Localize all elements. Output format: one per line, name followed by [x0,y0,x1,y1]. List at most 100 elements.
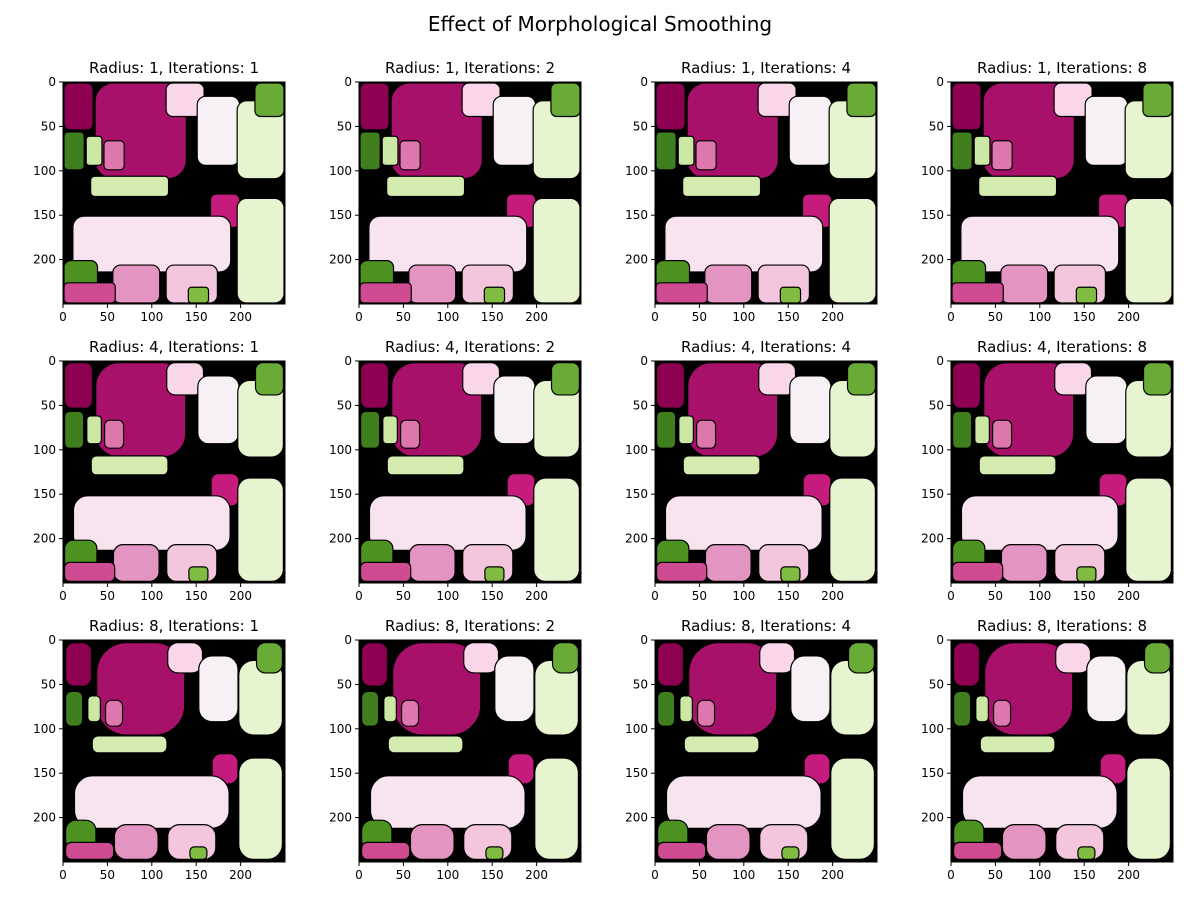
region-light-green-band [386,175,466,198]
x-tick-label: 100 [732,310,755,324]
x-tick-label: 50 [692,310,707,324]
region-dark-magenta-top-left [952,641,981,687]
region-mauve-bottom-left [63,282,116,304]
region-pink-bottom [408,544,456,583]
region-pink-bottom [112,544,160,583]
region-pale-green-bottom-right [534,757,580,860]
region-pale-pink-top [1055,641,1092,674]
y-tick-label: 150 [329,766,352,780]
region-pink-bottom [112,264,161,304]
region-dark-green-left [951,131,973,171]
region-light-green-left [85,135,103,166]
region-pale-green-bottom-right [532,197,581,304]
region-dark-magenta-top-left [359,82,390,131]
y-tick-label: 0 [640,633,648,647]
y-tick-label: 200 [625,532,648,546]
region-light-green-band [682,455,761,476]
y-tick-label: 0 [344,75,352,89]
x-tick-label: 200 [821,310,844,324]
x-tick-label: 0 [947,589,955,603]
figure-title: Effect of Morphological Smoothing [427,12,773,36]
y-tick-label: 50 [929,398,944,412]
axes-frame [654,639,878,863]
subplot-title: Radius: 4, Iterations: 4 [681,338,851,356]
x-tick-label: 200 [1117,589,1140,603]
y-tick-label: 0 [640,75,648,89]
region-light-green-left [86,415,102,445]
region-mauve-bottom-left [361,841,411,861]
x-tick-label: 50 [988,310,1003,324]
x-tick-label: 200 [525,310,548,324]
region-pale-pink-large-bottom [665,775,822,829]
region-pale-green-bottom-right [1124,197,1173,304]
y-tick-label: 100 [625,164,648,178]
subplot-panel: Radius: 8, Iterations: 8 0 50 100 150 200 0 50 1… [921,617,1174,882]
x-tick-label: 200 [1117,310,1140,324]
x-tick-label: 150 [1073,310,1096,324]
y-tick-label: 100 [921,722,944,736]
region-dark-green-left [655,131,677,171]
region-light-green-band [683,735,760,754]
y-tick-label: 50 [337,119,352,133]
axes-frame [358,81,582,305]
x-tick-label: 0 [651,310,659,324]
subplot-panel: Radius: 8, Iterations: 1 0 50 100 150 200 0 50 1… [33,617,286,882]
region-green-top-right [1142,82,1173,118]
region-pink-bottom [409,824,455,861]
x-tick-label: 0 [355,868,363,882]
x-tick-label: 200 [525,589,548,603]
y-tick-label: 150 [921,487,944,501]
x-tick-label: 100 [140,589,163,603]
y-tick-label: 200 [921,811,944,825]
region-green-top-right [254,82,285,118]
region-light-green-band [387,735,464,754]
region-dark-magenta-top-left [951,362,982,409]
region-light-green-left [383,695,397,723]
region-light-green-left [975,695,989,723]
region-dark-green-left [63,410,85,449]
region-mid-pink-left [104,699,124,727]
y-tick-label: 150 [33,766,56,780]
y-tick-label: 150 [329,487,352,501]
x-tick-label: 100 [436,868,459,882]
x-tick-label: 0 [355,310,363,324]
subplot-panel: Radius: 8, Iterations: 4 0 50 100 150 200 0 50 1… [625,617,878,882]
x-tick-label: 100 [436,310,459,324]
region-green-top-right [1143,641,1172,674]
x-tick-label: 150 [777,868,800,882]
y-tick-label: 200 [625,811,648,825]
x-tick-label: 100 [732,589,755,603]
y-tick-label: 150 [921,766,944,780]
region-pale-green-bottom-right [1126,757,1172,860]
region-mid-pink-left [400,699,420,727]
region-green-top-right [255,641,283,674]
x-tick-label: 150 [481,589,504,603]
region-green-bottom-mid [485,846,504,861]
region-dark-magenta-top-left [655,82,686,131]
x-tick-label: 0 [651,589,659,603]
y-tick-label: 50 [633,119,648,133]
axes-frame [950,360,1174,584]
region-dark-green-left [361,690,380,727]
region-mid-pink-left [399,140,421,171]
region-dark-green-left [359,131,381,171]
x-tick-label: 100 [436,589,459,603]
subplot-panel: Radius: 1, Iterations: 1 0 50 100 150 200 0 50 1… [33,59,286,324]
y-tick-label: 50 [929,677,944,691]
region-dark-green-left [63,131,85,171]
subplot-panel: Radius: 4, Iterations: 1 0 50 100 150 200 0 50 1… [33,338,286,603]
region-pale-green-bottom-right [1125,477,1173,583]
region-pale-pink-large-bottom [961,775,1118,829]
subplot-title: Radius: 4, Iterations: 2 [385,338,555,356]
y-tick-label: 150 [329,208,352,222]
region-green-bottom-mid [1076,566,1097,583]
y-tick-label: 200 [329,532,352,546]
region-pale-green-bottom-right [533,477,581,583]
region-near-white-center-right [198,655,239,723]
region-light-green-left [87,695,101,723]
x-tick-label: 150 [777,589,800,603]
region-pale-green-bottom-right [238,757,283,860]
x-tick-label: 150 [1073,589,1096,603]
x-tick-label: 150 [481,310,504,324]
region-light-green-band [978,175,1058,198]
